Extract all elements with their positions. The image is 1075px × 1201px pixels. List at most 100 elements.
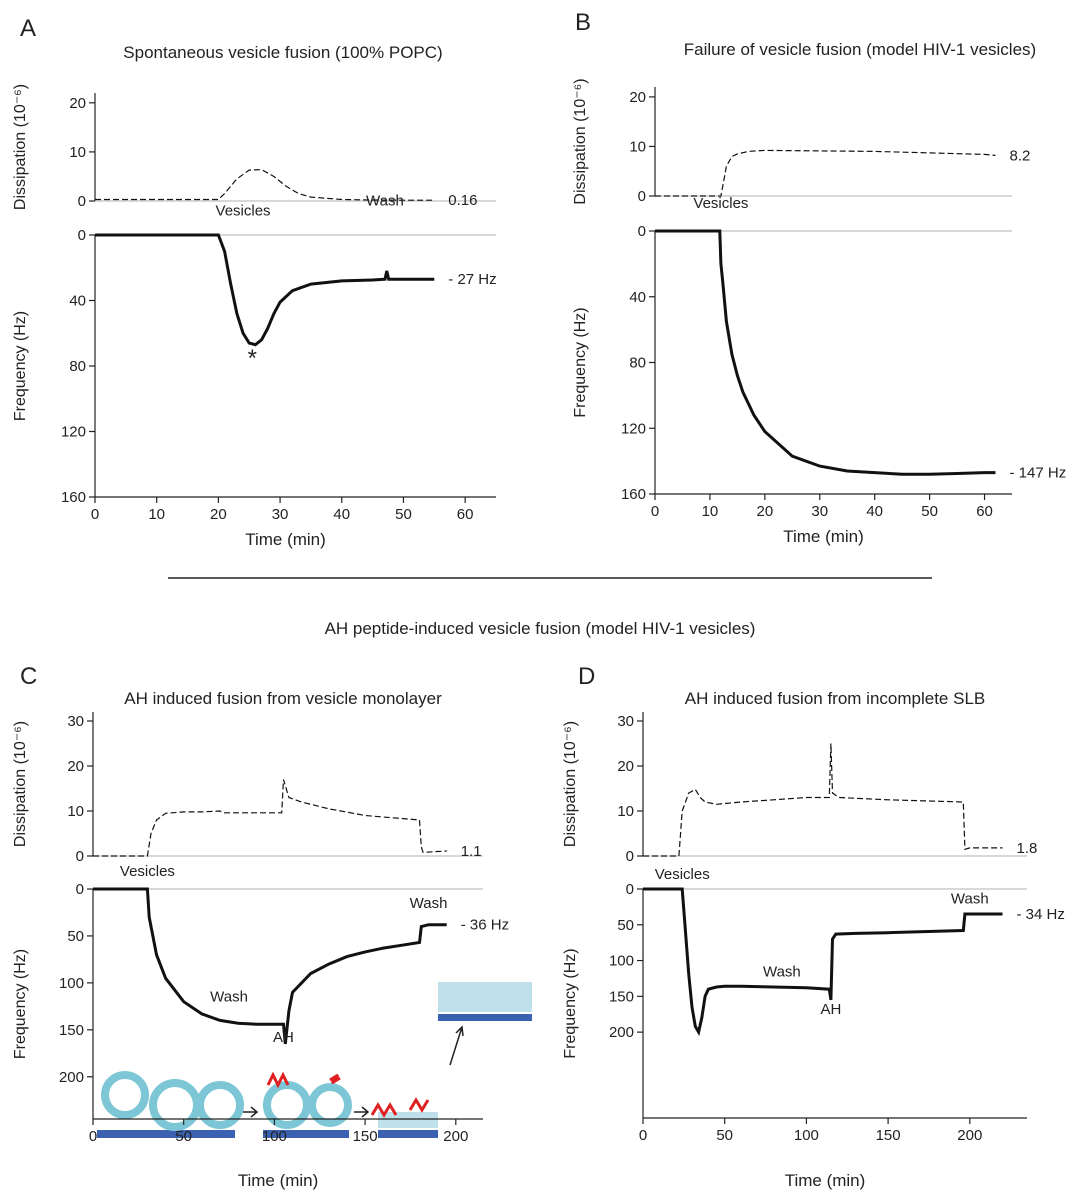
- end-label: - 34 Hz: [1016, 906, 1064, 923]
- y-tick-label: 50: [67, 928, 84, 945]
- y-tick-label: 30: [67, 713, 84, 730]
- frequency-line: [95, 233, 435, 347]
- x-axis-label: Time (min): [238, 1171, 319, 1190]
- x-tick-label: 50: [395, 506, 412, 523]
- annotation: Vesicles: [120, 863, 175, 880]
- frequency-line: [643, 887, 1003, 1037]
- x-tick-label: 30: [811, 503, 828, 520]
- end-label: - 27 Hz: [448, 271, 496, 288]
- y-tick-label: 0: [638, 223, 646, 240]
- y-tick-label: 50: [617, 917, 634, 934]
- y-tick-label: 0: [76, 881, 84, 898]
- annotation: *: [248, 345, 257, 372]
- annotation: AH: [820, 1001, 841, 1018]
- annotation: Vesicles: [655, 866, 710, 883]
- panel-title: AH induced fusion from incomplete SLB: [685, 689, 986, 708]
- y-tick-label: 160: [621, 486, 646, 503]
- y-tick-label: 20: [617, 758, 634, 775]
- y-tick-label: 120: [61, 424, 86, 441]
- y-tick-label: 160: [61, 489, 86, 506]
- x-tick-label: 20: [210, 506, 227, 523]
- y-tick-label: 0: [626, 881, 634, 898]
- end-label: 8.2: [1010, 147, 1031, 164]
- x-tick-label: 0: [91, 506, 99, 523]
- y-tick-label: 80: [69, 358, 86, 375]
- y-tick-label: 150: [59, 1022, 84, 1039]
- y-tick-label: 150: [609, 988, 634, 1005]
- x-tick-label: 150: [876, 1127, 901, 1144]
- y-tick-label: 10: [67, 803, 84, 820]
- y-tick-label: 40: [629, 289, 646, 306]
- x-tick-label: 100: [262, 1128, 287, 1145]
- y-axis-label: Dissipation (10⁻⁶): [12, 721, 29, 847]
- annotation: Wash: [410, 895, 448, 912]
- y-axis-label: Frequency (Hz): [562, 948, 579, 1058]
- dissipation-line: [655, 149, 996, 197]
- dissipation-line: [643, 743, 1003, 857]
- x-axis-label: Time (min): [785, 1171, 866, 1190]
- annotation: AH: [273, 1029, 294, 1046]
- panel-label: C: [20, 663, 37, 690]
- y-axis-label: Dissipation (10⁻⁶): [12, 84, 29, 210]
- y-tick-label: 10: [629, 138, 646, 155]
- y-tick-label: 0: [626, 848, 634, 865]
- y-tick-label: 10: [69, 144, 86, 161]
- end-label: 0.16: [448, 192, 477, 209]
- dissipation-line: [93, 779, 447, 857]
- end-label: - 147 Hz: [1010, 465, 1067, 482]
- annotation: Vesicles: [693, 195, 748, 212]
- x-axis-label: Time (min): [245, 530, 326, 549]
- panel-label: A: [20, 15, 36, 42]
- annotation: Vesicles: [216, 202, 271, 219]
- panel-label: B: [575, 9, 591, 36]
- y-tick-label: 100: [59, 975, 84, 992]
- x-tick-label: 10: [702, 503, 719, 520]
- y-tick-label: 120: [621, 420, 646, 437]
- y-tick-label: 10: [617, 803, 634, 820]
- x-tick-label: 60: [457, 506, 474, 523]
- annotation: Wash: [763, 963, 801, 980]
- x-tick-label: 20: [757, 503, 774, 520]
- y-tick-label: 80: [629, 355, 646, 372]
- annotation: Wash: [951, 890, 989, 907]
- y-tick-label: 20: [69, 95, 86, 112]
- y-tick-label: 40: [69, 293, 86, 310]
- x-tick-label: 60: [976, 503, 993, 520]
- panel-label: D: [578, 663, 595, 690]
- x-axis-label: Time (min): [783, 527, 864, 546]
- x-tick-label: 10: [148, 506, 165, 523]
- x-tick-label: 40: [866, 503, 883, 520]
- y-axis-label: Dissipation (10⁻⁶): [562, 721, 579, 847]
- y-tick-label: 20: [67, 758, 84, 775]
- section-title: AH peptide-induced vesicle fusion (model…: [325, 619, 756, 638]
- end-label: 1.1: [461, 843, 482, 860]
- y-axis-label: Frequency (Hz): [12, 311, 29, 421]
- y-tick-label: 200: [59, 1069, 84, 1086]
- x-tick-label: 150: [353, 1128, 378, 1145]
- y-tick-label: 20: [629, 89, 646, 106]
- panel-title: Failure of vesicle fusion (model HIV-1 v…: [684, 40, 1036, 59]
- y-tick-label: 0: [78, 193, 86, 210]
- panel-title: Spontaneous vesicle fusion (100% POPC): [123, 43, 442, 62]
- x-tick-label: 50: [716, 1127, 733, 1144]
- y-tick-label: 0: [78, 227, 86, 244]
- x-tick-label: 100: [794, 1127, 819, 1144]
- panel-title: AH induced fusion from vesicle monolayer: [124, 689, 442, 708]
- x-tick-label: 50: [175, 1128, 192, 1145]
- y-axis-label: Frequency (Hz): [572, 307, 589, 417]
- y-tick-label: 200: [609, 1024, 634, 1041]
- y-axis-label: Frequency (Hz): [12, 949, 29, 1059]
- end-label: - 36 Hz: [461, 917, 509, 934]
- x-tick-label: 0: [639, 1127, 647, 1144]
- annotation: Wash: [210, 989, 248, 1006]
- x-tick-label: 0: [651, 503, 659, 520]
- y-tick-label: 0: [638, 188, 646, 205]
- end-label: 1.8: [1016, 840, 1037, 857]
- y-tick-label: 100: [609, 953, 634, 970]
- x-tick-label: 50: [921, 503, 938, 520]
- cartoon: [97, 982, 532, 1138]
- x-tick-label: 40: [333, 506, 350, 523]
- frequency-line: [93, 887, 447, 1045]
- frequency-line: [655, 229, 996, 476]
